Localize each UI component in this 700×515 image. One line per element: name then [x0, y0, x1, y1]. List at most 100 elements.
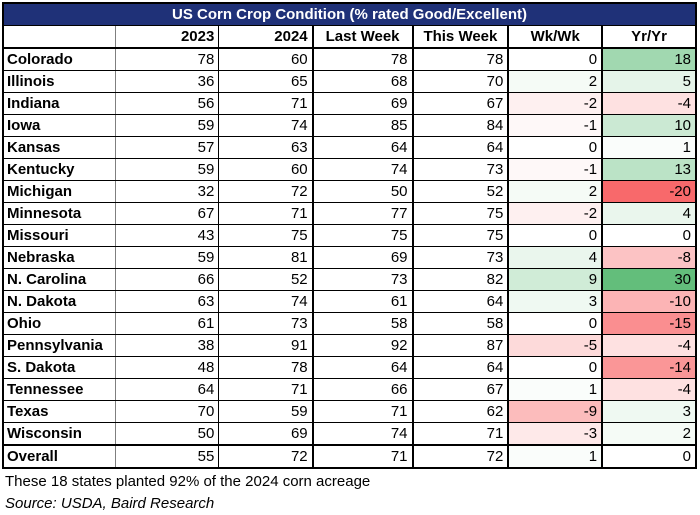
state-cell: Minnesota	[2, 202, 117, 225]
table-row: N. Carolina 66 52 73 82 9 30	[2, 268, 697, 291]
y2023-cell: 64	[115, 378, 220, 401]
y2023-cell: 59	[115, 158, 220, 181]
state-cell: Colorado	[2, 47, 117, 71]
yryr-cell: 13	[601, 158, 697, 181]
y2024-cell: 71	[218, 92, 314, 115]
table-row: Tennessee 64 71 66 67 1 -4	[2, 378, 697, 401]
this-week-cell: 82	[411, 268, 509, 291]
last-week-cell: 66	[311, 378, 413, 401]
this-week-cell: 64	[411, 290, 509, 313]
yryr-cell: -4	[601, 378, 697, 401]
last-week-cell: 69	[311, 246, 413, 269]
wkwk-cell: -2	[507, 92, 603, 115]
yryr-cell: 2	[601, 422, 697, 446]
state-cell: Kansas	[2, 136, 117, 159]
yryr-cell: 5	[601, 70, 697, 93]
y2023-cell: 32	[115, 180, 220, 203]
y2024-cell: 60	[218, 47, 314, 71]
last-week-cell: 74	[311, 158, 413, 181]
table-row: N. Dakota 63 74 61 64 3 -10	[2, 290, 697, 313]
wkwk-cell: 9	[507, 268, 603, 291]
state-cell: Wisconsin	[2, 422, 117, 446]
state-cell: Michigan	[2, 180, 117, 203]
wkwk-cell: 0	[507, 47, 603, 71]
y2023-cell: 66	[115, 268, 220, 291]
wkwk-cell: 0	[507, 224, 603, 247]
yryr-cell: 10	[601, 114, 697, 137]
y2023-cell: 55	[115, 444, 220, 469]
last-week-cell: 50	[311, 180, 413, 203]
y2023-cell: 70	[115, 400, 220, 423]
this-week-cell: 70	[411, 70, 509, 93]
table-title: US Corn Crop Condition (% rated Good/Exc…	[2, 2, 697, 26]
wkwk-cell: 4	[507, 246, 603, 269]
state-cell: S. Dakota	[2, 356, 117, 379]
table-row: Wisconsin 50 69 74 71 -3 2	[2, 422, 697, 446]
table-row: Ohio 61 73 58 58 0 -15	[2, 312, 697, 335]
last-week-cell: 68	[311, 70, 413, 93]
last-week-cell: 58	[311, 312, 413, 335]
this-week-cell: 78	[411, 47, 509, 71]
y2024-cell: 71	[218, 202, 314, 225]
state-cell: Tennessee	[2, 378, 117, 401]
wkwk-cell: -5	[507, 334, 603, 357]
this-week-cell: 62	[411, 400, 509, 423]
last-week-cell: 77	[311, 202, 413, 225]
table-row: Iowa 59 74 85 84 -1 10	[2, 114, 697, 137]
last-week-cell: 74	[311, 422, 413, 446]
this-week-cell: 52	[411, 180, 509, 203]
table-row: Overall 55 72 71 72 1 0	[2, 444, 697, 469]
y2023-cell: 48	[115, 356, 220, 379]
wkwk-cell: 1	[507, 378, 603, 401]
state-cell: Pennsylvania	[2, 334, 117, 357]
y2023-cell: 43	[115, 224, 220, 247]
yryr-cell: -20	[601, 180, 697, 203]
this-week-cell: 75	[411, 202, 509, 225]
wkwk-cell: -2	[507, 202, 603, 225]
last-week-cell: 92	[311, 334, 413, 357]
table-row: Illinois 36 65 68 70 2 5	[2, 70, 697, 93]
yryr-cell: -8	[601, 246, 697, 269]
this-week-cell: 73	[411, 158, 509, 181]
wkwk-cell: 3	[507, 290, 603, 313]
table-row: Pennsylvania 38 91 92 87 -5 -4	[2, 334, 697, 357]
state-cell: Missouri	[2, 224, 117, 247]
state-cell: N. Dakota	[2, 290, 117, 313]
yryr-cell: 3	[601, 400, 697, 423]
this-week-cell: 67	[411, 92, 509, 115]
yryr-cell: -4	[601, 334, 697, 357]
state-cell: Overall	[2, 444, 117, 469]
header-2024: 2024	[218, 25, 314, 49]
y2024-cell: 74	[218, 114, 314, 137]
last-week-cell: 71	[311, 400, 413, 423]
y2024-cell: 59	[218, 400, 314, 423]
this-week-cell: 64	[411, 136, 509, 159]
wkwk-cell: 0	[507, 312, 603, 335]
this-week-cell: 84	[411, 114, 509, 137]
yryr-cell: 4	[601, 202, 697, 225]
header-this-week: This Week	[411, 25, 509, 49]
y2023-cell: 59	[115, 246, 220, 269]
y2023-cell: 50	[115, 422, 220, 446]
state-cell: Nebraska	[2, 246, 117, 269]
y2024-cell: 65	[218, 70, 314, 93]
state-cell: Texas	[2, 400, 117, 423]
yryr-cell: 30	[601, 268, 697, 291]
yryr-cell: 0	[601, 444, 697, 469]
yryr-cell: -15	[601, 312, 697, 335]
table-row: Colorado 78 60 78 78 0 18	[2, 47, 697, 71]
title-row: US Corn Crop Condition (% rated Good/Exc…	[2, 2, 697, 26]
last-week-cell: 71	[311, 444, 413, 469]
y2024-cell: 78	[218, 356, 314, 379]
table-row: Texas 70 59 71 62 -9 3	[2, 400, 697, 423]
y2024-cell: 74	[218, 290, 314, 313]
wkwk-cell: -1	[507, 114, 603, 137]
table-row: S. Dakota 48 78 64 64 0 -14	[2, 356, 697, 379]
y2023-cell: 63	[115, 290, 220, 313]
wkwk-cell: -1	[507, 158, 603, 181]
y2024-cell: 91	[218, 334, 314, 357]
y2023-cell: 67	[115, 202, 220, 225]
yryr-cell: 0	[601, 224, 697, 247]
y2024-cell: 73	[218, 312, 314, 335]
y2023-cell: 38	[115, 334, 220, 357]
